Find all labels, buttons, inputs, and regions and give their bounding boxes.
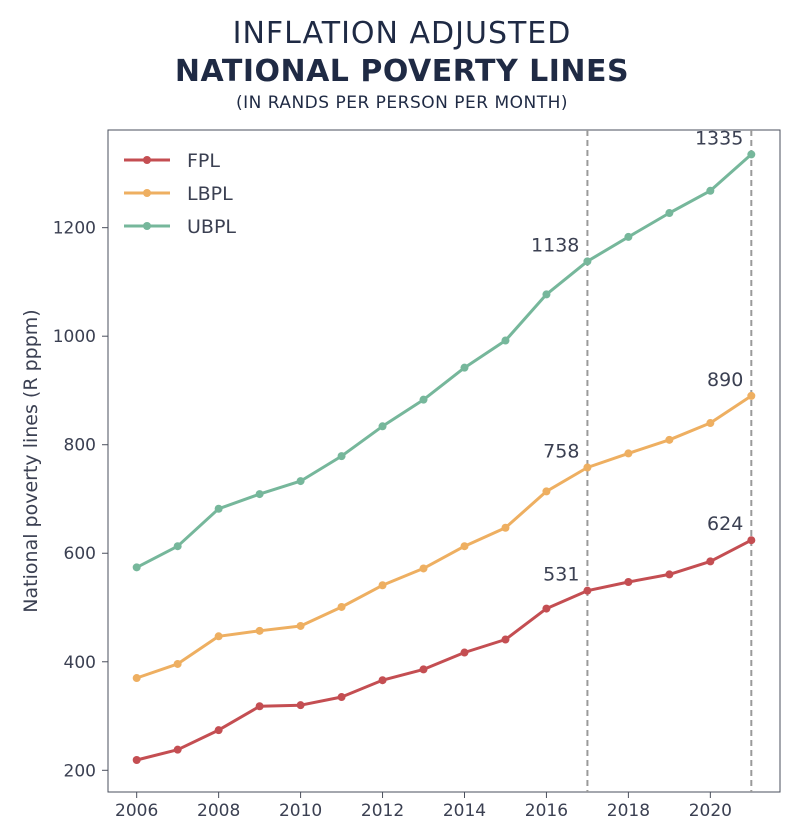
- series-line-ubpl: [136, 153, 753, 569]
- data-point-ubpl-2007: [173, 542, 182, 551]
- x-tick-label-2020: 2020: [689, 801, 732, 821]
- x-tick-label-2014: 2014: [443, 801, 486, 821]
- data-point-ubpl-2020: [706, 186, 715, 195]
- data-point-fpl-2019: [665, 570, 674, 579]
- chart-title-line-1: INFLATION ADJUSTED: [232, 16, 572, 51]
- data-point-fpl-2013: [419, 665, 428, 674]
- data-point-lbpl-2020: [706, 419, 715, 428]
- data-point-lbpl-2006: [132, 674, 141, 683]
- y-tick-label-1000: 1000: [53, 327, 96, 347]
- data-point-fpl-2008: [214, 726, 223, 735]
- data-point-lbpl-2019: [665, 435, 674, 444]
- y-tick-label-1200: 1200: [53, 219, 96, 239]
- series-line-lbpl: [136, 394, 753, 680]
- legend-marker-ubpl: [143, 222, 151, 230]
- data-point-fpl-2014: [460, 648, 469, 657]
- data-point-ubpl-2012: [378, 422, 387, 431]
- chart-subtitle: (IN RANDS PER PERSON PER MONTH): [235, 93, 569, 113]
- data-point-lbpl-2009: [255, 626, 264, 635]
- data-point-lbpl-2011: [337, 602, 346, 611]
- data-point-ubpl-2006: [132, 563, 141, 572]
- data-point-lbpl-2015: [501, 523, 510, 532]
- chart-title-line-2: NATIONAL POVERTY LINES: [174, 54, 630, 89]
- y-tick-label-800: 800: [64, 436, 96, 456]
- data-point-fpl-2017: [583, 586, 592, 595]
- data-point-fpl-2018: [624, 578, 633, 587]
- data-point-fpl-2010: [296, 701, 305, 710]
- plot-frame: [107, 129, 781, 793]
- data-point-ubpl-2011: [337, 452, 346, 461]
- annotation-2021-624: 624: [707, 513, 743, 535]
- x-tick-label-2012: 2012: [361, 801, 404, 821]
- data-point-ubpl-2019: [665, 209, 674, 218]
- data-point-lbpl-2013: [419, 564, 428, 573]
- x-tick-label-2010: 2010: [279, 801, 322, 821]
- data-point-lbpl-2021: [747, 391, 756, 400]
- data-point-ubpl-2016: [542, 290, 551, 299]
- data-point-ubpl-2014: [460, 363, 469, 372]
- data-point-lbpl-2018: [624, 449, 633, 458]
- legend-marker-lbpl: [143, 189, 151, 197]
- x-tick-label-2006: 2006: [115, 801, 158, 821]
- data-point-fpl-2009: [255, 702, 264, 711]
- y-tick-label-600: 600: [64, 544, 96, 564]
- data-point-fpl-2006: [132, 755, 141, 764]
- y-tick-label-400: 400: [64, 653, 96, 673]
- data-point-ubpl-2021: [747, 150, 756, 159]
- data-point-ubpl-2013: [419, 395, 428, 404]
- legend-label-fpl: FPL: [187, 150, 220, 172]
- data-point-lbpl-2016: [542, 487, 551, 496]
- data-point-fpl-2016: [542, 604, 551, 613]
- legend-marker-fpl: [143, 156, 151, 164]
- data-point-fpl-2015: [501, 635, 510, 644]
- annotation-2017-531: 531: [543, 564, 579, 586]
- data-point-ubpl-2010: [296, 477, 305, 486]
- y-tick-label-200: 200: [64, 761, 96, 781]
- data-point-ubpl-2017: [583, 257, 592, 266]
- annotation-2017-758: 758: [543, 441, 579, 463]
- annotation-2021-1335: 1335: [695, 127, 743, 149]
- series-line-fpl: [136, 538, 752, 762]
- y-axis-title: National poverty lines (R pppm): [20, 309, 42, 612]
- data-point-ubpl-2018: [624, 232, 633, 241]
- x-tick-label-2008: 2008: [197, 801, 240, 821]
- annotation-2017-1138: 1138: [531, 234, 579, 256]
- data-point-lbpl-2007: [173, 659, 182, 668]
- legend-label-lbpl: LBPL: [187, 183, 233, 205]
- data-point-lbpl-2010: [296, 621, 305, 630]
- data-point-lbpl-2017: [583, 463, 592, 472]
- data-point-fpl-2012: [378, 676, 387, 685]
- data-point-fpl-2020: [706, 557, 715, 566]
- legend-label-ubpl: UBPL: [187, 216, 236, 238]
- x-tick-label-2016: 2016: [525, 801, 568, 821]
- data-point-fpl-2011: [337, 693, 346, 702]
- annotation-2021-890: 890: [707, 369, 743, 391]
- data-point-ubpl-2008: [214, 504, 223, 513]
- data-point-ubpl-2009: [255, 490, 264, 499]
- data-point-ubpl-2015: [501, 336, 510, 345]
- data-point-lbpl-2014: [460, 542, 469, 551]
- x-tick-label-2018: 2018: [607, 801, 650, 821]
- data-point-lbpl-2012: [378, 581, 387, 590]
- data-point-fpl-2007: [173, 745, 182, 754]
- data-point-lbpl-2008: [214, 632, 223, 641]
- data-point-fpl-2021: [747, 536, 756, 545]
